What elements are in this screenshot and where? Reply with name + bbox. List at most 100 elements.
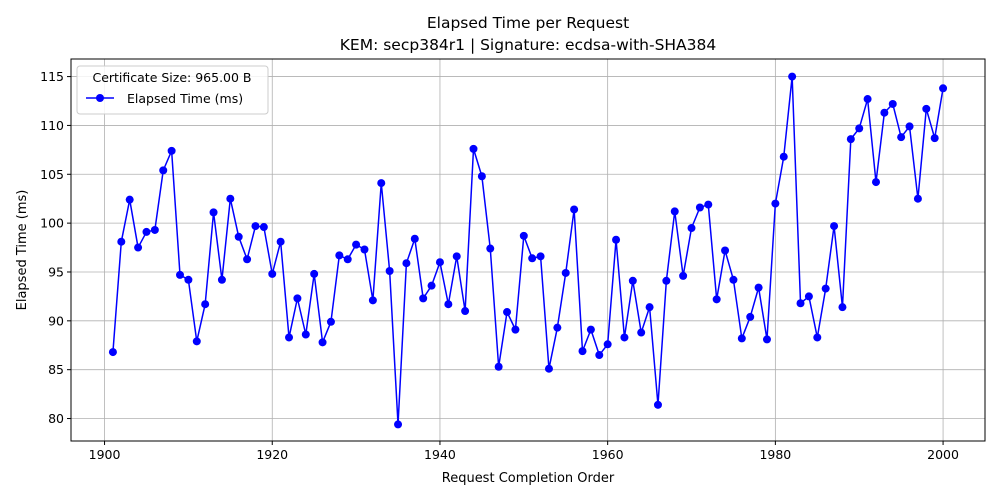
legend-marker-swatch	[96, 94, 104, 102]
data-point	[108, 348, 117, 357]
data-point	[410, 234, 419, 243]
grid-lines	[71, 59, 985, 441]
data-point	[670, 207, 679, 216]
data-line-layer	[112, 75, 944, 426]
x-axis-label: Request Completion Order	[442, 471, 615, 486]
x-tick-label: 1940	[424, 447, 456, 462]
y-tick-label: 95	[48, 264, 64, 279]
data-point	[553, 323, 562, 332]
data-point	[695, 203, 704, 212]
data-point	[737, 334, 746, 343]
data-point	[159, 166, 168, 175]
data-point	[251, 222, 260, 231]
data-point	[452, 252, 461, 261]
data-point	[201, 300, 210, 309]
data-point	[863, 95, 872, 104]
series-line	[112, 75, 944, 426]
data-point	[628, 276, 637, 285]
data-point	[402, 259, 411, 268]
data-point	[318, 338, 327, 347]
legend-box	[76, 65, 269, 115]
data-point	[653, 400, 662, 409]
data-point	[276, 237, 285, 246]
data-point	[293, 294, 302, 303]
x-tick-label: 1960	[592, 447, 624, 462]
data-point	[150, 225, 159, 234]
data-point	[880, 108, 889, 117]
data-point	[234, 232, 243, 241]
data-point	[662, 276, 671, 285]
data-point	[142, 227, 151, 236]
data-point	[477, 172, 486, 181]
legend-title: Certificate Size: 965.00 B	[92, 70, 251, 85]
data-point	[419, 294, 428, 303]
data-point	[503, 308, 512, 317]
data-point	[192, 337, 201, 346]
legend-entry-label: Elapsed Time (ms)	[127, 91, 243, 106]
data-point	[762, 335, 771, 344]
data-point	[343, 255, 352, 264]
y-axis-label: Elapsed Time (ms)	[15, 190, 30, 311]
data-point	[544, 364, 553, 373]
data-point	[855, 124, 864, 133]
data-point	[679, 271, 688, 280]
data-point	[184, 275, 193, 284]
y-tick-label: 85	[48, 362, 64, 377]
data-point	[134, 243, 143, 252]
data-point	[461, 307, 470, 316]
legend: Certificate Size: 965.00 B Elapsed Time …	[76, 65, 269, 115]
data-point	[268, 269, 277, 278]
data-point	[435, 258, 444, 267]
data-point	[226, 194, 235, 203]
data-point	[394, 420, 403, 429]
data-point	[796, 299, 805, 308]
y-tick-label: 105	[40, 167, 64, 182]
data-point	[570, 205, 579, 214]
data-point	[771, 199, 780, 208]
y-tick-label: 90	[48, 313, 64, 328]
y-tick-label: 115	[40, 69, 64, 84]
data-point	[301, 330, 310, 339]
data-point	[377, 179, 386, 188]
data-point	[595, 351, 604, 360]
data-point	[117, 237, 126, 246]
chart-subtitle: KEM: secp384r1 | Signature: ecdsa-with-S…	[340, 36, 717, 54]
data-point	[125, 195, 134, 204]
data-point	[846, 135, 855, 144]
data-point	[612, 235, 621, 244]
data-point	[687, 224, 696, 233]
data-point	[586, 325, 595, 334]
data-point	[788, 72, 797, 81]
data-point	[335, 251, 344, 260]
data-point	[209, 208, 218, 217]
x-tick-label: 2000	[927, 447, 959, 462]
data-point	[352, 240, 361, 249]
data-point	[721, 246, 730, 255]
data-point	[888, 99, 897, 108]
data-point	[285, 333, 294, 342]
data-point	[746, 312, 755, 321]
data-point	[603, 340, 612, 349]
data-point	[360, 245, 369, 254]
data-point	[804, 292, 813, 301]
data-point	[821, 284, 830, 293]
data-point	[754, 283, 763, 292]
x-tick-label: 1980	[759, 447, 791, 462]
plot-area-frame	[70, 58, 986, 442]
data-point	[897, 133, 906, 142]
x-tick-label: 1920	[256, 447, 288, 462]
data-point	[519, 231, 528, 240]
chart-title: Elapsed Time per Request	[427, 14, 629, 32]
data-point	[368, 296, 377, 305]
data-point	[176, 270, 185, 279]
data-point	[813, 333, 822, 342]
y-tick-label: 110	[40, 118, 64, 133]
data-point	[561, 268, 570, 277]
data-point	[637, 328, 646, 337]
data-point	[620, 333, 629, 342]
data-point	[913, 194, 922, 203]
y-tick-label: 100	[40, 216, 64, 231]
y-tick-label: 80	[48, 411, 64, 426]
data-point	[259, 223, 268, 232]
